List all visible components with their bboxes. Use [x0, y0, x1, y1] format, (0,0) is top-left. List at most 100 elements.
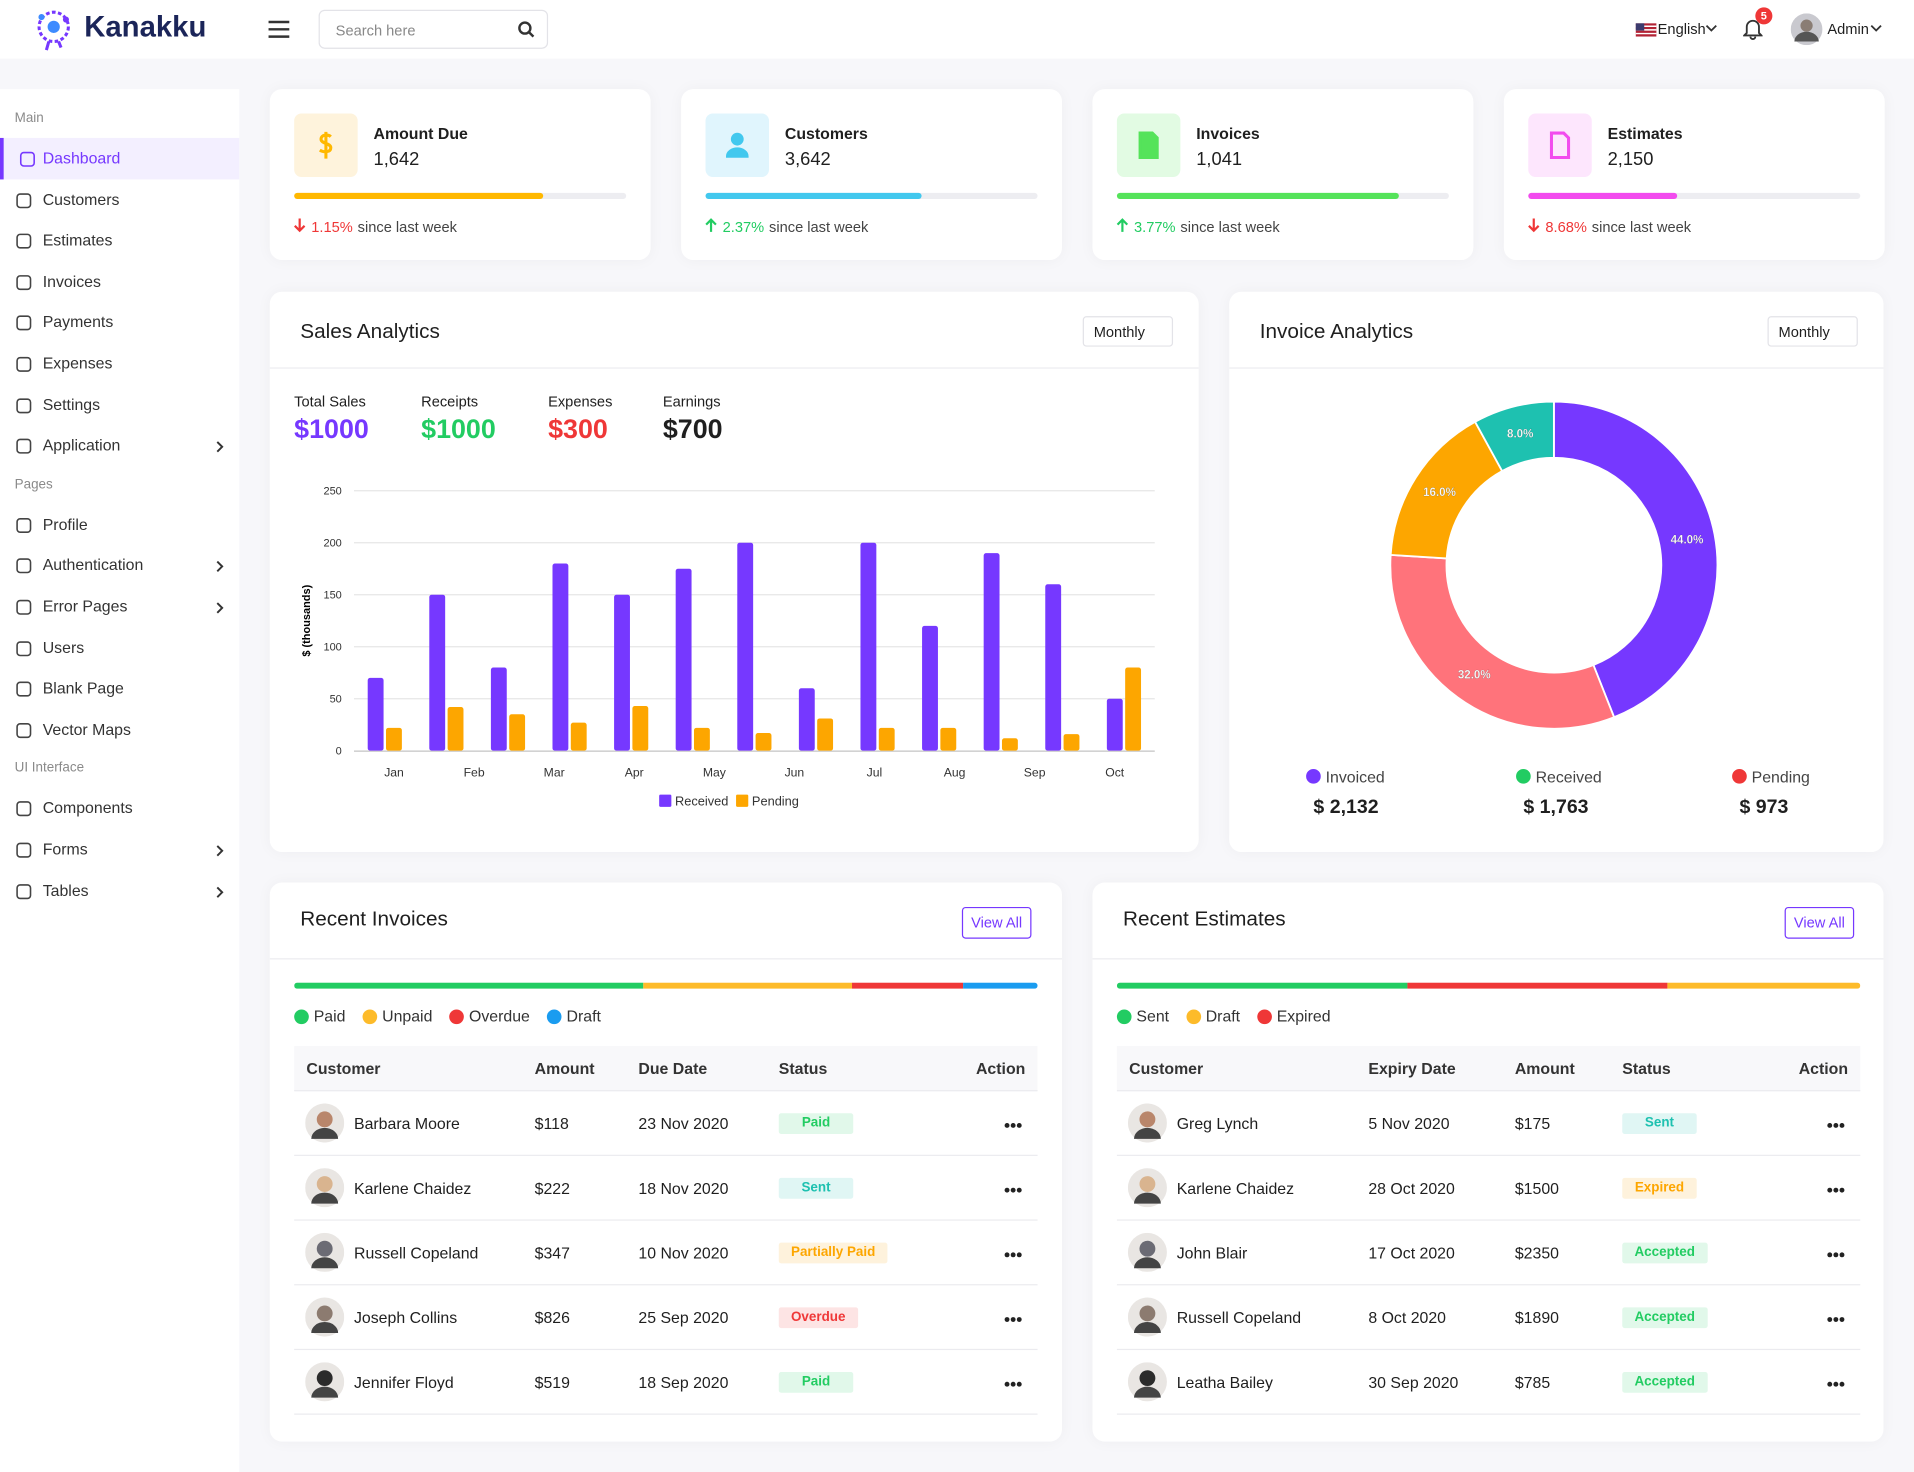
- sidebar-label: Profile: [42, 514, 88, 534]
- cell-text: $222: [534, 1178, 570, 1197]
- bar: [1045, 584, 1062, 751]
- stat-icon: [1528, 113, 1592, 177]
- sidebar-item[interactable]: Authentication: [0, 545, 239, 586]
- sidebar-item[interactable]: Estimates: [0, 220, 239, 261]
- sidebar-item[interactable]: Users: [0, 627, 239, 668]
- bar: [798, 688, 815, 751]
- slice-label: 8.0%: [1507, 429, 1533, 441]
- view-all-button[interactable]: View All: [961, 906, 1032, 939]
- sidebar-item[interactable]: Invoices: [0, 261, 239, 302]
- icon-shape: [16, 599, 32, 615]
- table-cell: Sent: [778, 1177, 950, 1199]
- dot: [1833, 1381, 1839, 1387]
- action-menu[interactable]: [1003, 1251, 1023, 1258]
- table-row: Joseph Collins $826 25 Sep 2020 Overdue: [294, 1285, 1038, 1351]
- stat-title: Estimates: [1607, 124, 1683, 143]
- sidebar-item[interactable]: Expenses: [0, 343, 239, 384]
- table-cell: Karlene Chaidez: [294, 1168, 534, 1208]
- table-cell: 17 Oct 2020: [1368, 1243, 1514, 1261]
- sidebar-label: Application: [42, 435, 121, 455]
- flag: [1635, 23, 1657, 37]
- sidebar-icon: [16, 599, 32, 615]
- action-menu[interactable]: [1003, 1186, 1023, 1193]
- view-all-button[interactable]: View All: [1784, 906, 1855, 939]
- icon-shape: [16, 722, 32, 738]
- action-menu[interactable]: [1826, 1186, 1846, 1193]
- action-cell: [950, 1243, 1038, 1261]
- sidebar-item[interactable]: Application: [0, 425, 239, 466]
- table-cell: Accepted: [1622, 1241, 1781, 1264]
- dot: [1016, 1316, 1022, 1322]
- cell-text: 23 Nov 2020: [638, 1113, 729, 1133]
- sidebar-item[interactable]: Dashboard: [0, 137, 240, 179]
- action-menu[interactable]: [1003, 1315, 1023, 1322]
- table-cell: 18 Sep 2020: [638, 1373, 778, 1391]
- slice-label: 32.0%: [1458, 669, 1491, 681]
- x-tick-label: Jul: [867, 765, 883, 779]
- recent-estimates-card: Recent Estimates View All Sent Draft Expired…: [1092, 882, 1884, 1442]
- user-name[interactable]: Admin: [1827, 20, 1869, 38]
- avatar: [1127, 1232, 1167, 1272]
- bar: [570, 722, 587, 751]
- table-cell: $1500: [1515, 1179, 1622, 1197]
- bar: [755, 733, 772, 751]
- dot: [1827, 1251, 1833, 1257]
- table-cell: Accepted: [1622, 1306, 1781, 1329]
- user-avatar[interactable]: [1790, 13, 1823, 46]
- summary-amount: $ 2,132: [1313, 797, 1379, 818]
- menu-toggle[interactable]: [268, 20, 291, 40]
- cell-text: $1500: [1514, 1178, 1559, 1197]
- sidebar-label: Settings: [42, 394, 101, 414]
- action-menu[interactable]: [1826, 1251, 1846, 1258]
- customer-name: Barbara Moore: [353, 1113, 460, 1133]
- action-menu[interactable]: [1826, 1315, 1846, 1322]
- summary-label: Earnings: [662, 393, 721, 411]
- recent-invoices-card: Recent Invoices View All Paid Unpaid Overdue…: [269, 882, 1062, 1442]
- table-cell: 5 Nov 2020: [1368, 1114, 1514, 1132]
- sidebar-item[interactable]: Tables: [0, 870, 239, 911]
- icon-shape: [16, 681, 32, 697]
- action-menu[interactable]: [1826, 1380, 1846, 1387]
- bar: [1001, 738, 1018, 751]
- language-select[interactable]: English: [1657, 20, 1706, 38]
- table-row: Karlene Chaidez 28 Oct 2020 $1500 Expired: [1116, 1156, 1861, 1221]
- card-title: Recent Invoices: [300, 906, 448, 931]
- legend-dot: [1186, 1008, 1201, 1024]
- status-badge: Paid: [778, 1372, 854, 1393]
- cell-text: $2350: [1514, 1243, 1559, 1262]
- bell-icon[interactable]: [1743, 18, 1763, 40]
- action-menu[interactable]: [1826, 1121, 1846, 1128]
- period-select[interactable]: Monthly: [1767, 316, 1858, 347]
- sidebar-item[interactable]: Profile: [0, 504, 239, 545]
- bar: [1106, 698, 1123, 751]
- sidebar-icon: [16, 517, 32, 533]
- action-menu[interactable]: [1003, 1380, 1023, 1387]
- action-menu[interactable]: [1003, 1121, 1023, 1128]
- summary-amount: $ 973: [1739, 797, 1789, 818]
- sidebar-icon: [16, 801, 32, 817]
- customer-name: Jennifer Floyd: [353, 1372, 454, 1391]
- arrow: [1116, 218, 1129, 232]
- avatar-head: [1139, 1176, 1156, 1192]
- sidebar-item[interactable]: Blank Page: [0, 668, 239, 709]
- sidebar-item[interactable]: Payments: [0, 302, 239, 343]
- sidebar-item[interactable]: Forms: [0, 829, 239, 870]
- period-select[interactable]: Monthly: [1082, 316, 1174, 347]
- stat-card: Amount Due 1,642 1.15% since last week: [269, 89, 651, 261]
- action-cell: [1781, 1308, 1860, 1326]
- sidebar-item[interactable]: Vector Maps: [0, 709, 239, 750]
- sidebar-item[interactable]: Error Pages: [0, 586, 239, 627]
- dot: [1833, 1316, 1839, 1322]
- slice-label: 16.0%: [1423, 487, 1456, 499]
- sidebar-item[interactable]: Settings: [0, 384, 239, 425]
- sidebar-icon: [16, 274, 32, 290]
- y-axis-label: $ (thousands): [301, 584, 313, 656]
- sidebar-item[interactable]: Components: [0, 788, 239, 829]
- sidebar-icon: [16, 233, 32, 249]
- sidebar-item[interactable]: Customers: [0, 179, 239, 220]
- summary-name: Invoiced: [1325, 767, 1385, 787]
- glyph: [725, 132, 749, 158]
- table-cell: $519: [535, 1373, 639, 1391]
- table-cell: $826: [535, 1308, 639, 1326]
- search-box[interactable]: Search here: [318, 9, 549, 49]
